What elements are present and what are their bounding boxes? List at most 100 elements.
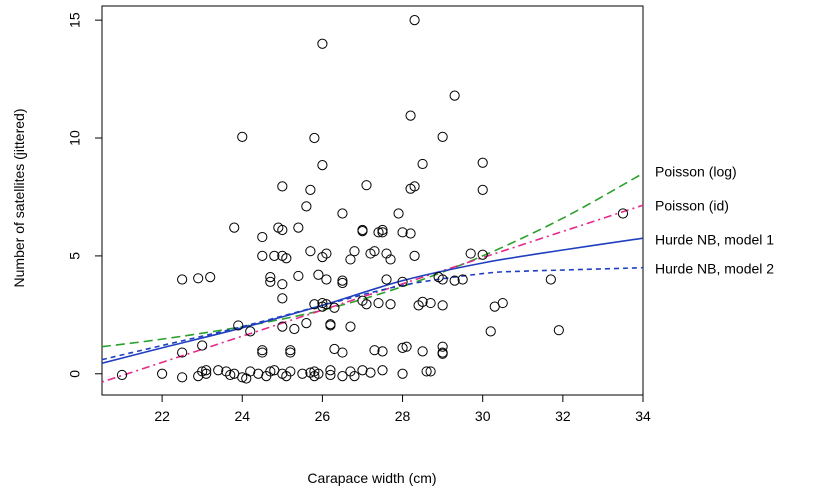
data-point [277, 321, 288, 332]
x-tick-label: 28 [395, 408, 411, 424]
data-point [361, 180, 372, 191]
data-point [277, 279, 288, 290]
data-point [329, 302, 340, 313]
data-point [337, 277, 348, 289]
data-point [285, 345, 296, 356]
data-point [285, 347, 296, 358]
data-point [369, 345, 380, 356]
data-point [265, 276, 276, 287]
data-point [229, 222, 240, 233]
x-axis-title: Carapace width (cm) [307, 470, 436, 486]
data-point [289, 323, 300, 335]
x-tick-label: 34 [635, 408, 651, 424]
data-point [457, 274, 468, 285]
data-point [409, 181, 420, 192]
data-point [281, 253, 292, 264]
data-point [285, 366, 296, 377]
data-point [257, 250, 268, 262]
data-point [357, 365, 368, 376]
data-point [325, 365, 336, 376]
data-point [301, 317, 312, 329]
data-point [116, 369, 128, 381]
data-point [477, 157, 488, 168]
data-point [417, 296, 428, 307]
x-tick-label: 26 [315, 408, 331, 424]
data-point [297, 368, 308, 379]
data-point [377, 227, 388, 238]
data-point [237, 372, 248, 383]
legend-label: Poisson (log) [655, 164, 737, 180]
data-point [177, 347, 188, 358]
data-point [377, 224, 388, 236]
data-point [201, 368, 212, 379]
data-point [313, 269, 324, 280]
y-axis-title: Number of satellites (jittered) [11, 109, 27, 288]
data-point [345, 321, 356, 332]
scatter-points [116, 15, 629, 384]
data-point [449, 275, 460, 286]
data-point [413, 300, 424, 311]
data-point [405, 110, 416, 121]
x-tick-label: 22 [154, 408, 170, 424]
curve-poisson-id [102, 204, 643, 383]
data-point [397, 227, 408, 238]
data-point [225, 369, 236, 381]
data-point [157, 368, 168, 379]
data-point [257, 347, 268, 358]
data-point [265, 272, 276, 283]
data-point [377, 346, 388, 357]
data-point [437, 300, 448, 311]
x-tick-label: 32 [555, 408, 571, 424]
data-point [193, 273, 204, 284]
plot-frame [101, 5, 644, 396]
data-point [477, 184, 488, 195]
data-point [357, 295, 368, 306]
data-point [409, 250, 420, 262]
data-point [277, 181, 288, 192]
y-tick-label: 5 [67, 252, 83, 260]
curve-poisson-log [102, 172, 643, 348]
data-point [269, 250, 280, 262]
data-point [317, 160, 328, 171]
data-point [337, 208, 348, 219]
data-point [437, 131, 448, 142]
data-point [425, 366, 436, 377]
data-point [385, 254, 396, 265]
data-point [393, 208, 404, 219]
data-point [545, 274, 556, 285]
data-point [233, 320, 244, 331]
data-point [245, 366, 256, 377]
data-point [397, 342, 408, 353]
data-point [265, 366, 276, 377]
data-point [417, 346, 428, 357]
data-point [437, 348, 448, 359]
data-point [237, 131, 248, 142]
data-point [381, 274, 392, 285]
data-point [313, 368, 324, 379]
curve-hurde-nb-model-1 [102, 237, 643, 364]
data-point [405, 228, 416, 239]
data-point [257, 231, 268, 243]
data-point [301, 201, 312, 212]
data-point [177, 274, 188, 285]
data-point [221, 366, 232, 377]
data-point [277, 293, 288, 304]
data-point [485, 326, 496, 337]
data-point [305, 367, 316, 378]
data-point [465, 248, 476, 259]
data-point [317, 251, 328, 263]
data-point [197, 340, 208, 351]
legend-label: Hurde NB, model 2 [655, 261, 774, 277]
fitted-curves [102, 172, 643, 383]
data-point [409, 15, 420, 26]
data-point [325, 369, 336, 381]
curve-labels: Poisson (log) Poisson (id) Hurde NB, model… [655, 164, 774, 277]
data-point [293, 270, 304, 282]
data-point [449, 90, 460, 101]
data-point [345, 254, 356, 265]
y-tick-label: 15 [67, 12, 83, 28]
data-point [361, 299, 372, 310]
data-point [437, 341, 448, 352]
data-point [305, 184, 316, 195]
